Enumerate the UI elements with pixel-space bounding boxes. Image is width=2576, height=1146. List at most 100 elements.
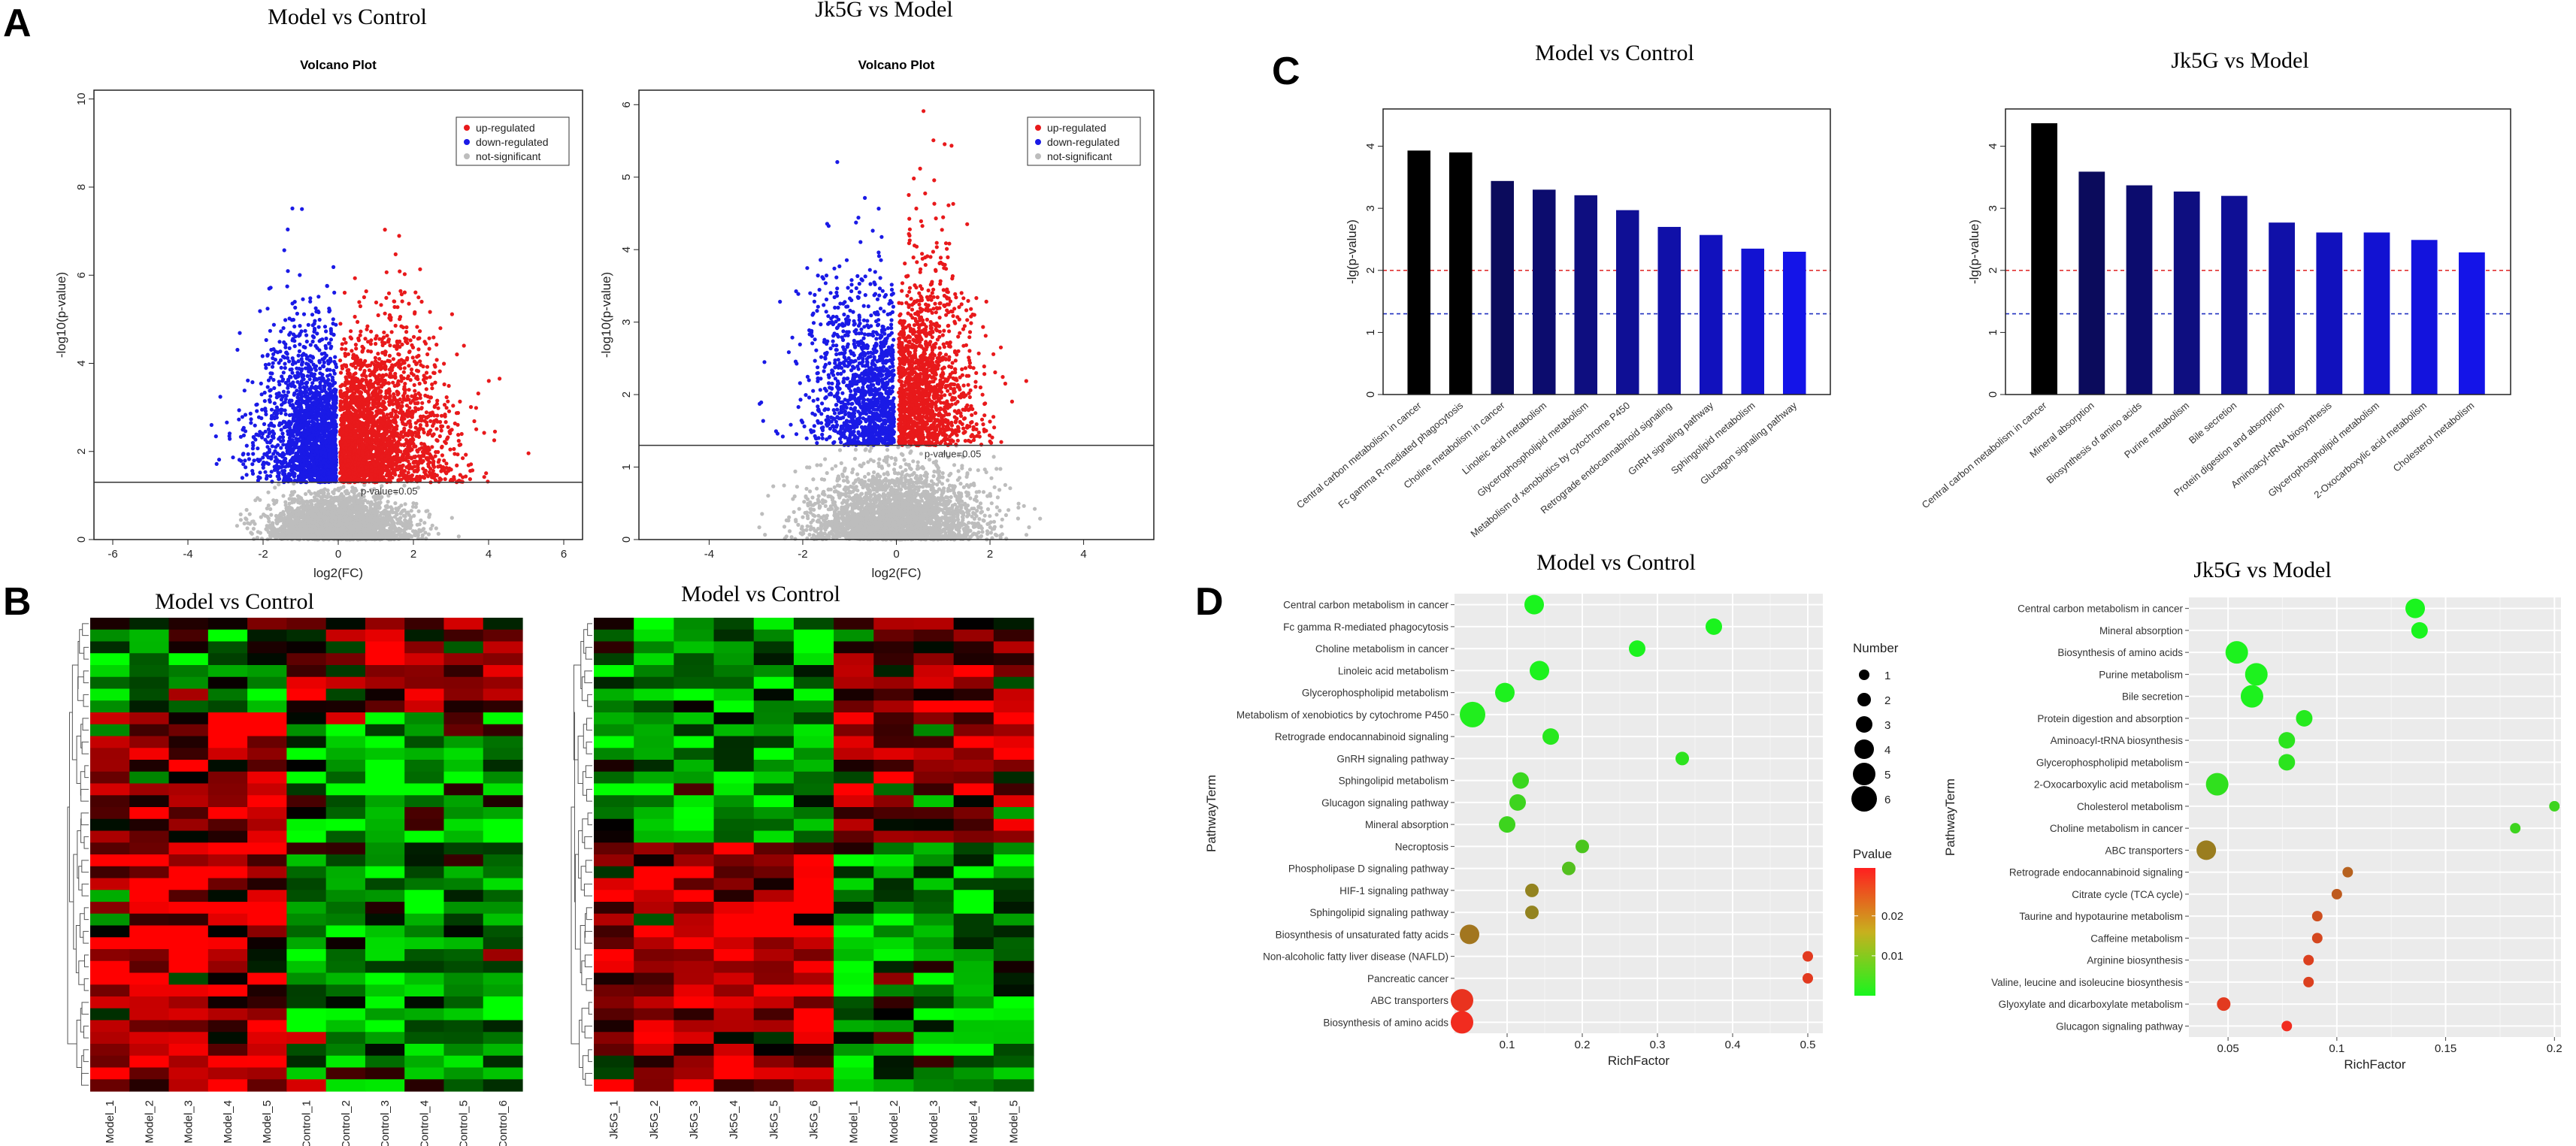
ns-point bbox=[292, 525, 296, 530]
down-point bbox=[328, 337, 333, 342]
down-point bbox=[299, 329, 304, 334]
up-point bbox=[340, 342, 344, 346]
up-point bbox=[442, 382, 446, 387]
down-point bbox=[314, 377, 319, 382]
ns-point bbox=[393, 501, 398, 506]
down-point bbox=[243, 458, 247, 463]
ns-point bbox=[328, 494, 333, 500]
down-point bbox=[328, 373, 332, 377]
down-point bbox=[319, 422, 323, 427]
down-point bbox=[291, 317, 295, 322]
down-point bbox=[257, 433, 262, 437]
down-point bbox=[286, 429, 290, 434]
down-point bbox=[333, 355, 338, 359]
down-point bbox=[331, 396, 336, 401]
ns-point bbox=[369, 515, 374, 519]
down-point bbox=[328, 412, 332, 417]
down-point bbox=[312, 426, 316, 431]
down-point bbox=[290, 383, 295, 387]
ns-point bbox=[338, 528, 342, 532]
down-point bbox=[277, 437, 281, 441]
ns-point bbox=[333, 516, 338, 521]
down-point bbox=[251, 452, 256, 456]
down-point bbox=[324, 329, 328, 334]
volcano-2-panel-title: Jk5G vs Model bbox=[815, 0, 952, 22]
down-point bbox=[298, 273, 302, 277]
down-point bbox=[271, 322, 276, 327]
down-point bbox=[272, 424, 277, 428]
ns-point bbox=[386, 500, 390, 504]
ns-point bbox=[357, 532, 362, 537]
down-point bbox=[214, 461, 219, 467]
down-point bbox=[302, 452, 307, 457]
ns-point bbox=[426, 532, 431, 537]
ns-point bbox=[428, 527, 433, 531]
down-point bbox=[250, 380, 255, 385]
down-point bbox=[253, 423, 257, 428]
ns-point bbox=[374, 501, 378, 506]
bar-1-panel-title: Model vs Control bbox=[1535, 41, 1694, 65]
down-point bbox=[316, 325, 321, 329]
ns-point bbox=[380, 494, 384, 500]
ns-point bbox=[278, 513, 283, 517]
down-point bbox=[275, 350, 280, 355]
ns-point bbox=[362, 504, 367, 510]
down-point bbox=[326, 433, 331, 437]
down-point bbox=[321, 446, 325, 451]
down-point bbox=[308, 296, 313, 301]
ns-point bbox=[400, 510, 404, 514]
down-point bbox=[280, 374, 284, 379]
down-point bbox=[305, 394, 310, 399]
down-point bbox=[296, 353, 301, 358]
down-point bbox=[319, 429, 325, 434]
down-point bbox=[307, 377, 312, 382]
down-point bbox=[279, 365, 283, 370]
down-point bbox=[322, 410, 327, 415]
ns-point bbox=[347, 517, 352, 522]
ns-point bbox=[410, 504, 416, 509]
ns-point bbox=[375, 496, 380, 501]
ns-point bbox=[312, 507, 316, 512]
down-point bbox=[323, 343, 328, 348]
down-point bbox=[277, 340, 282, 344]
ns-point bbox=[411, 501, 416, 506]
down-point bbox=[265, 445, 270, 449]
ns-point bbox=[419, 518, 423, 523]
ns-point bbox=[344, 507, 348, 512]
ns-point bbox=[287, 497, 292, 501]
ns-point bbox=[308, 499, 313, 503]
ns-point bbox=[298, 522, 303, 526]
ns-point bbox=[245, 526, 250, 531]
ns-point bbox=[266, 503, 271, 508]
down-point bbox=[281, 438, 286, 443]
down-point bbox=[309, 367, 313, 372]
ns-point bbox=[389, 523, 393, 528]
down-point bbox=[310, 339, 315, 344]
ns-point bbox=[251, 527, 256, 531]
down-point bbox=[283, 412, 288, 417]
down-point bbox=[283, 318, 288, 322]
down-point bbox=[310, 475, 314, 479]
down-point bbox=[313, 384, 318, 389]
down-point bbox=[280, 394, 284, 398]
down-point bbox=[279, 329, 283, 334]
down-point bbox=[258, 470, 262, 475]
down-point bbox=[295, 311, 299, 316]
down-point bbox=[286, 390, 290, 395]
ns-point bbox=[377, 522, 381, 526]
ns-point bbox=[316, 491, 320, 496]
down-point bbox=[315, 393, 319, 398]
ns-point bbox=[355, 528, 359, 532]
down-point bbox=[240, 476, 244, 480]
down-point bbox=[305, 366, 310, 370]
down-point bbox=[298, 342, 302, 346]
ns-point bbox=[277, 482, 281, 487]
down-point bbox=[283, 361, 287, 366]
ns-point bbox=[284, 531, 289, 536]
ns-point bbox=[348, 521, 353, 525]
ns-point bbox=[301, 510, 306, 514]
down-point bbox=[301, 312, 307, 316]
down-point bbox=[272, 401, 277, 406]
down-point bbox=[237, 417, 241, 422]
down-point bbox=[264, 337, 268, 343]
